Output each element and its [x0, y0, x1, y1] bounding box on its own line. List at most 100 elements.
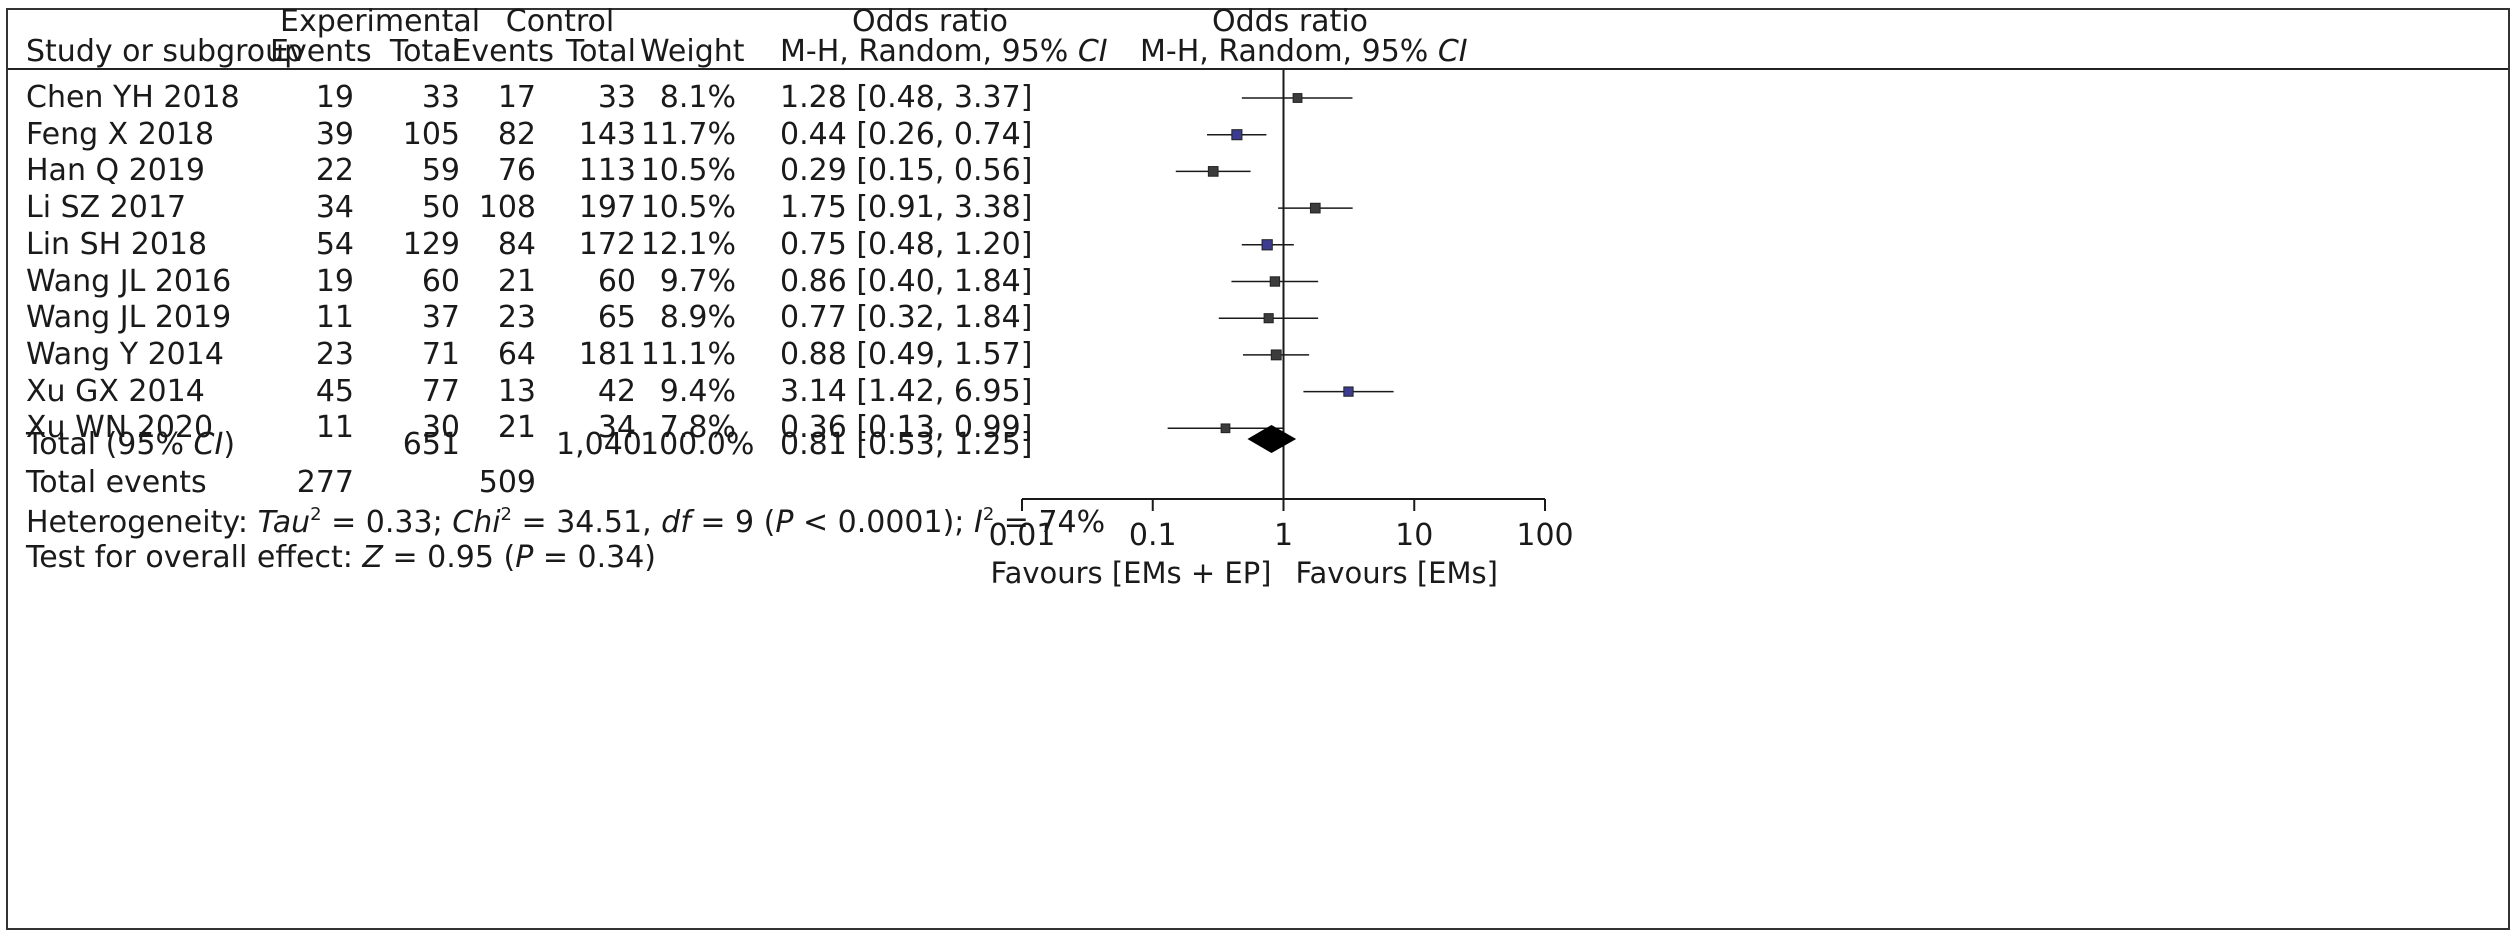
exp-total: 105 [402, 116, 460, 152]
total-events-label: Total events [26, 465, 207, 500]
exp-total: 30 [421, 410, 460, 446]
ctl-total: 42 [597, 373, 636, 409]
header-study: Study or subgroup [26, 34, 304, 69]
ctl-total: 65 [597, 300, 636, 336]
total-label: Total (95% CI) [26, 427, 236, 462]
x-tick-label: 1 [1274, 518, 1293, 553]
header-exp-events: Events [270, 34, 372, 69]
header-exp-total: Total [389, 34, 460, 69]
exp-total: 60 [421, 263, 460, 299]
or-text: 0.86 [0.40, 1.84] [780, 263, 1033, 299]
exp-events: 54 [315, 226, 354, 262]
exp-total: 129 [402, 226, 460, 262]
total-events-exp: 277 [296, 465, 354, 500]
exp-total: 59 [421, 153, 460, 189]
exp-total: 71 [421, 336, 460, 372]
exp-total: 50 [421, 190, 460, 226]
ctl-events: 23 [497, 300, 536, 336]
study-marker [1261, 239, 1273, 251]
header-or-method-left: M-H, Random, 95% CI [780, 34, 1108, 69]
ctl-total: 197 [578, 190, 636, 226]
ctl-total: 34 [597, 410, 636, 446]
exp-events: 11 [315, 300, 354, 336]
header-control: Control [505, 4, 615, 39]
study-marker [1269, 276, 1281, 287]
or-text: 3.14 [1.42, 6.95] [780, 373, 1033, 409]
exp-events: 23 [315, 336, 354, 372]
weight: 8.9% [659, 300, 736, 336]
study-marker [1270, 349, 1282, 361]
ctl-events: 76 [497, 153, 536, 189]
weight: 7.8% [659, 410, 736, 446]
ctl-events: 108 [478, 190, 536, 226]
header-experimental: Experimental [280, 4, 481, 39]
ctl-events: 21 [497, 410, 536, 446]
header-or-title-right: Odds ratio [1211, 4, 1369, 39]
exp-events: 22 [315, 153, 354, 189]
weight: 12.1% [640, 226, 736, 262]
figure-frame [6, 8, 2510, 930]
header-or-method-right: M-H, Random, 95% CI [1140, 34, 1468, 69]
study-marker [1231, 129, 1243, 141]
total-events-ctl: 509 [478, 465, 536, 500]
x-tick-label: 0.1 [1129, 518, 1177, 553]
ctl-events: 64 [497, 336, 536, 372]
study-name: Xu GX 2014 [26, 373, 205, 409]
ctl-total: 181 [578, 336, 636, 372]
favours-left-label: Favours [EMs + EP] [991, 556, 1272, 590]
header-rule [8, 68, 2508, 70]
header-or-title-left: Odds ratio [851, 4, 1009, 39]
study-name: Wang JL 2019 [26, 300, 232, 336]
weight: 8.1% [659, 80, 736, 115]
or-text: 1.75 [0.91, 3.38] [780, 190, 1033, 226]
heterogeneity-text: Heterogeneity: Tau2 = 0.33; Chi2 = 34.51… [26, 504, 1106, 540]
study-marker [1220, 423, 1231, 434]
exp-events: 11 [315, 410, 354, 446]
x-tick-label: 10 [1395, 518, 1433, 553]
study-name: Wang JL 2016 [26, 263, 232, 299]
study-name: Wang Y 2014 [26, 336, 224, 372]
ctl-events: 21 [497, 263, 536, 299]
x-tick-label: 0.01 [989, 518, 1056, 553]
x-tick-label: 100 [1516, 518, 1573, 553]
exp-total: 77 [421, 373, 460, 409]
favours-right-label: Favours [EMs] [1296, 556, 1498, 590]
or-text: 0.36 [0.13, 0.99] [780, 410, 1033, 446]
study-marker [1343, 386, 1354, 397]
or-text: 0.44 [0.26, 0.74] [780, 116, 1033, 152]
weight: 10.5% [640, 153, 736, 189]
overall-effect-text: Test for overall effect: Z = 0.95 (P = 0… [26, 540, 656, 575]
study-name: Chen YH 2018 [26, 80, 240, 115]
ctl-total: 33 [597, 80, 636, 115]
ctl-events: 13 [497, 373, 536, 409]
weight: 10.5% [640, 190, 736, 226]
study-marker [1207, 166, 1219, 177]
header-ctl-total: Total [565, 34, 636, 69]
or-text: 0.29 [0.15, 0.56] [780, 153, 1033, 189]
exp-total: 33 [421, 80, 460, 115]
ctl-events: 17 [497, 80, 536, 115]
exp-events: 19 [315, 80, 354, 115]
weight: 9.4% [659, 373, 736, 409]
exp-events: 19 [315, 263, 354, 299]
or-text: 0.77 [0.32, 1.84] [780, 300, 1033, 336]
ctl-total: 113 [578, 153, 636, 189]
study-name: Xu WN 2020 [26, 410, 214, 446]
ctl-events: 82 [497, 116, 536, 152]
ctl-total: 172 [578, 226, 636, 262]
study-marker [1263, 313, 1274, 324]
total-ctl-total: 1,040 [556, 427, 642, 462]
total-weight: 100.0% [640, 427, 755, 462]
total-or-text: 0.81 [0.53, 1.25] [780, 427, 1033, 462]
exp-events: 34 [315, 190, 354, 226]
study-name: Li SZ 2017 [26, 190, 187, 226]
exp-events: 45 [315, 373, 354, 409]
study-name: Han Q 2019 [26, 153, 205, 189]
header-weight: Weight [640, 34, 745, 69]
study-marker [1309, 202, 1321, 214]
exp-total: 37 [421, 300, 460, 336]
weight: 9.7% [659, 263, 736, 299]
weight: 11.7% [640, 116, 736, 152]
study-marker [1292, 93, 1303, 103]
